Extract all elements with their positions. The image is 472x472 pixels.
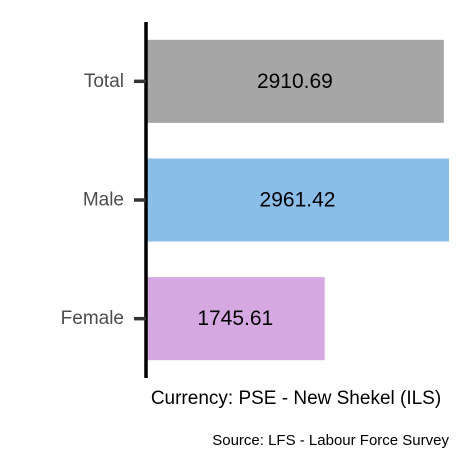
- bars-layer: [146, 39, 449, 361]
- ticks-layer: Total Male Female: [61, 71, 146, 329]
- y-tick-label-female: Female: [61, 308, 124, 329]
- y-tick-label-total: Total: [84, 71, 124, 92]
- source-caption: Source: LFS - Labour Force Survey: [212, 432, 449, 449]
- x-axis-title: Currency: PSE - New Shekel (ILS): [151, 388, 441, 409]
- value-label-total: 2910.69: [257, 70, 333, 93]
- labels-layer: 2910.69 2961.42 1745.61: [197, 70, 335, 330]
- bar-male: [146, 158, 449, 242]
- bar-total: [146, 39, 444, 123]
- bar-female: [146, 277, 325, 361]
- value-label-female: 1745.61: [197, 307, 273, 330]
- value-label-male: 2961.42: [260, 189, 336, 212]
- y-tick-label-male: Male: [83, 190, 124, 211]
